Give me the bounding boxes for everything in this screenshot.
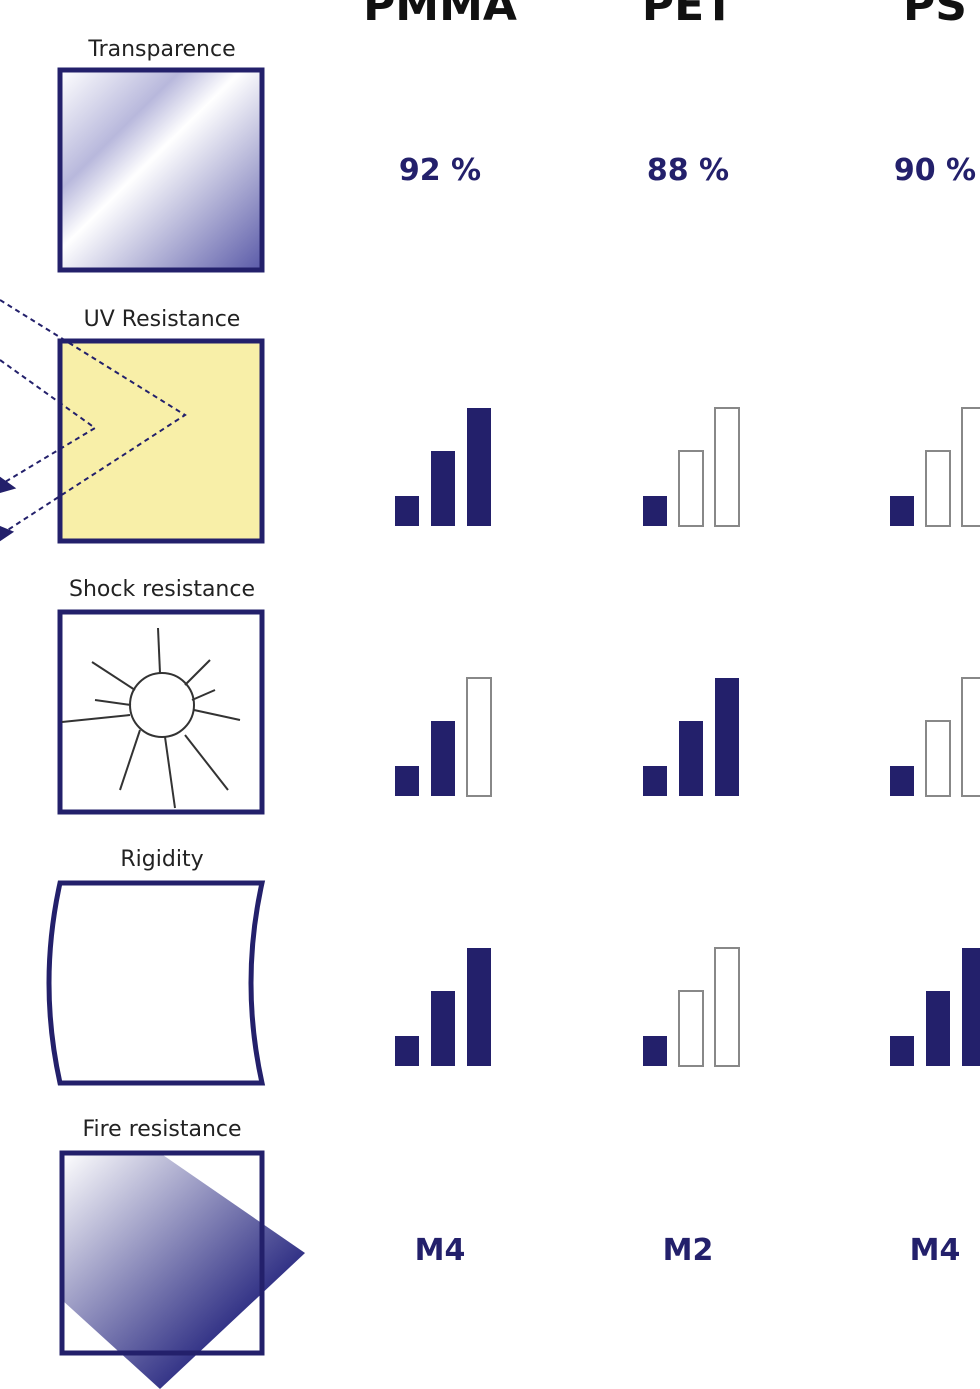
- property-value: 92 %: [399, 153, 481, 188]
- rating-bar: [431, 451, 455, 526]
- rating-bar-empty: [925, 720, 951, 797]
- rating-bar: [395, 1036, 419, 1066]
- property-value: M2: [663, 1233, 714, 1268]
- rating-bar: [395, 766, 419, 796]
- rating-bar-empty: [714, 947, 740, 1067]
- rating-bar: [643, 766, 667, 796]
- rating-bar: [395, 496, 419, 526]
- rating-bar-empty: [714, 407, 740, 527]
- rating-bar: [962, 948, 980, 1066]
- rating-bar: [467, 948, 491, 1066]
- column-header: PS: [903, 0, 967, 31]
- rating-bar-empty: [961, 407, 980, 527]
- property-value: 90 %: [894, 153, 976, 188]
- rating-bar: [715, 678, 739, 796]
- property-label: UV Resistance: [84, 307, 241, 332]
- property-value: M4: [910, 1233, 961, 1268]
- property-value: 88 %: [647, 153, 729, 188]
- rating-bar: [643, 1036, 667, 1066]
- rating-bar: [890, 766, 914, 796]
- rating-bar-empty: [466, 677, 492, 797]
- column-header: PET: [642, 0, 734, 31]
- rating-bar-empty: [678, 990, 704, 1067]
- property-label: Rigidity: [120, 847, 203, 872]
- rating-bar: [890, 496, 914, 526]
- shock-icon: [57, 609, 265, 815]
- rating-bar-empty: [961, 677, 980, 797]
- property-icons: [0, 67, 305, 1389]
- column-header: PMMA: [363, 0, 517, 31]
- property-label: Fire resistance: [82, 1117, 241, 1142]
- rating-bar-empty: [925, 450, 951, 527]
- rating-bar-empty: [678, 450, 704, 527]
- property-label: Shock resistance: [69, 577, 255, 602]
- property-label: Transparence: [87, 37, 235, 62]
- rating-bar: [431, 991, 455, 1066]
- rating-bar: [431, 721, 455, 796]
- uv-icon: [0, 299, 265, 544]
- rating-bar: [890, 1036, 914, 1066]
- rigidity-icon: [46, 880, 266, 1086]
- property-value: M4: [415, 1233, 466, 1268]
- fire-icon: [59, 1150, 305, 1389]
- rating-bar: [679, 721, 703, 796]
- rating-bar: [643, 496, 667, 526]
- rating-bar: [926, 991, 950, 1066]
- rating-bar: [467, 408, 491, 526]
- transparence-icon: [57, 67, 265, 273]
